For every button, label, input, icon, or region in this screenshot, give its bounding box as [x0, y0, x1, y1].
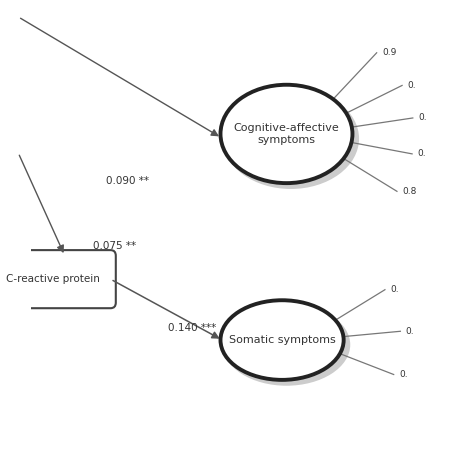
Text: 0.8: 0.8 — [402, 187, 417, 196]
Text: 0.: 0. — [418, 113, 427, 122]
Text: 0.: 0. — [399, 370, 408, 379]
Ellipse shape — [220, 85, 353, 183]
Text: 0.: 0. — [406, 327, 414, 336]
Text: 0.140 ***: 0.140 *** — [168, 323, 216, 333]
Text: 0.: 0. — [390, 285, 399, 294]
Text: 0.9: 0.9 — [382, 48, 396, 57]
Ellipse shape — [223, 304, 350, 386]
Text: 0.090 **: 0.090 ** — [106, 176, 149, 186]
Text: Somatic symptoms: Somatic symptoms — [228, 335, 336, 345]
Text: C-reactive protein: C-reactive protein — [7, 274, 100, 284]
Text: 0.: 0. — [407, 81, 416, 90]
Text: 0.075 **: 0.075 ** — [93, 241, 136, 251]
Text: Cognitive-affective
symptoms: Cognitive-affective symptoms — [234, 123, 339, 145]
Text: 0.: 0. — [418, 149, 426, 158]
Ellipse shape — [220, 300, 344, 380]
FancyBboxPatch shape — [0, 250, 116, 308]
Ellipse shape — [223, 88, 359, 189]
